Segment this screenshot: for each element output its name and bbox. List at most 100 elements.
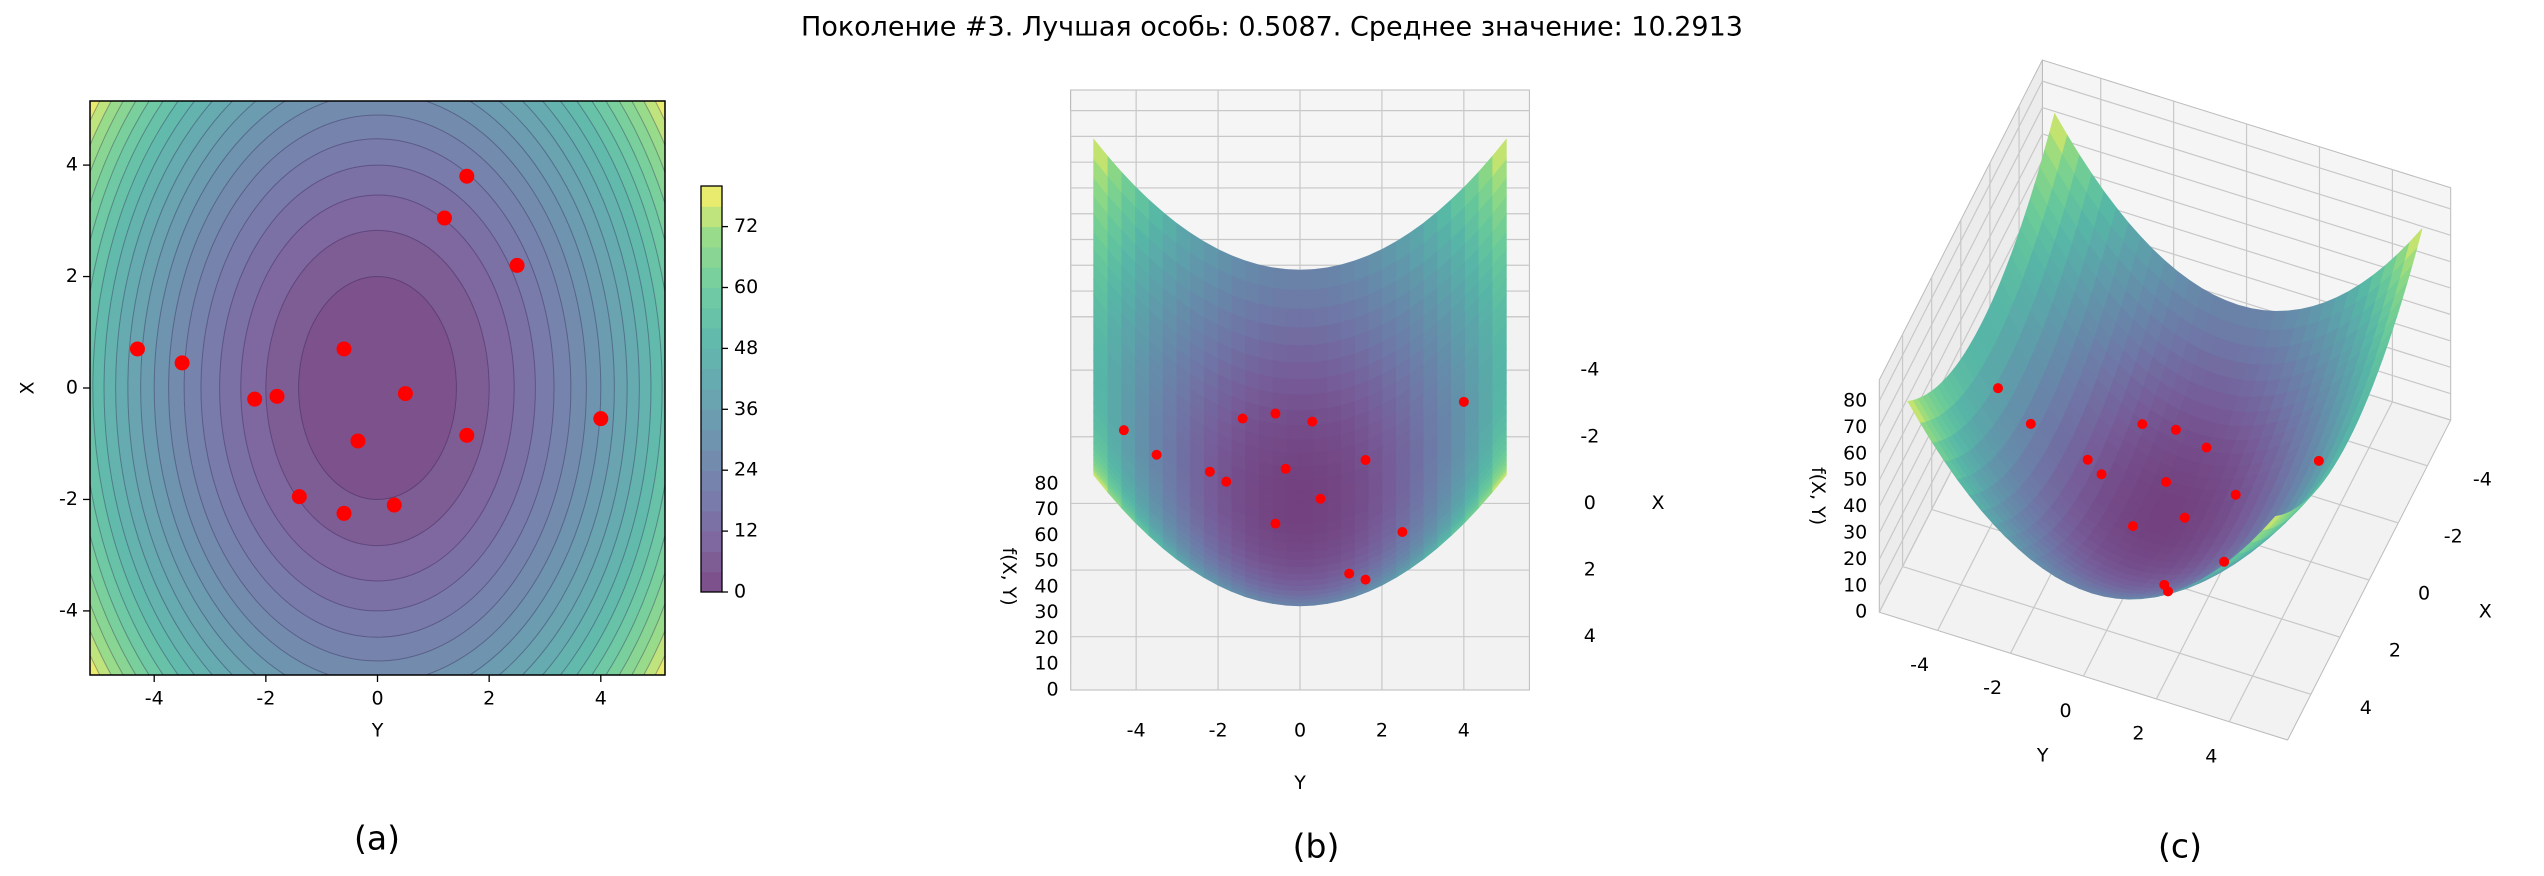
z-tick-label: 10	[1034, 653, 1058, 675]
z-axis-label: f(X, Y)	[1807, 467, 1829, 525]
surface-patch	[1258, 339, 1273, 361]
point	[593, 411, 609, 427]
surface-patch	[1299, 439, 1315, 455]
point	[1237, 413, 1248, 424]
contour-plot	[90, 101, 665, 675]
y-axis-label: X	[2479, 600, 2492, 622]
surface-patch	[1285, 579, 1301, 587]
point	[1344, 568, 1355, 579]
point	[291, 489, 307, 505]
colorbar-tick-label: 12	[734, 520, 758, 542]
surface-patch	[1285, 602, 1301, 607]
surface-patch	[1285, 533, 1301, 544]
point	[2137, 419, 2148, 430]
point	[386, 497, 402, 513]
surface-patch	[1313, 437, 1328, 454]
contour-band	[298, 276, 457, 500]
surface-patch	[1093, 138, 1108, 177]
z-tick-label: 20	[1843, 548, 1867, 570]
z-tick-label: 60	[1034, 524, 1058, 546]
z-tick-label: 30	[1034, 601, 1058, 623]
x-tick-label: -2	[256, 688, 275, 710]
surface-patch	[1093, 471, 1108, 493]
surface-patch	[1272, 267, 1287, 290]
surface-patch	[1285, 344, 1301, 363]
surface-patch	[1299, 288, 1315, 310]
z-tick-label: 0	[1047, 679, 1059, 701]
surface-patch	[1272, 342, 1287, 363]
surface-patch	[1492, 471, 1507, 493]
point	[2127, 521, 2138, 532]
surface-patch	[1285, 490, 1301, 504]
point	[2096, 469, 2107, 480]
colorbar-band	[701, 267, 722, 288]
y-tick-label: -4	[1580, 359, 1599, 381]
surface-patch	[1327, 321, 1342, 344]
colorbar-band	[701, 246, 722, 268]
grid-line	[1878, 107, 2043, 428]
point	[1993, 383, 2004, 394]
y-tick-label: -2	[59, 488, 78, 510]
x-tick-label: 4	[2205, 745, 2217, 767]
surface-patch	[1313, 423, 1328, 440]
z-axis-label: f(X, Y)	[998, 547, 1020, 605]
point	[1221, 476, 1232, 487]
surface-patch	[1299, 579, 1315, 587]
surface-patch	[1285, 478, 1301, 493]
point	[1397, 527, 1408, 538]
colorbar-band	[701, 307, 722, 329]
point	[459, 427, 475, 443]
surface-patch	[1285, 378, 1301, 396]
surface-patch	[1299, 490, 1315, 504]
point	[1151, 449, 1162, 460]
surface-patch	[1492, 138, 1507, 177]
point	[247, 391, 263, 407]
surface-patch	[1285, 566, 1301, 575]
z-tick-label: 50	[1034, 550, 1058, 572]
surface-patch	[1285, 361, 1301, 380]
surface-patch	[1272, 306, 1287, 327]
surface-patch	[1258, 373, 1273, 394]
point	[336, 341, 352, 357]
surface-patch	[1285, 551, 1301, 561]
grid-line	[1878, 186, 2043, 507]
colorbar-band	[701, 389, 722, 410]
surface-patch	[1285, 326, 1301, 346]
z-tick-label: 10	[1843, 574, 1867, 596]
point	[350, 433, 366, 449]
x-tick-label: 0	[1294, 720, 1306, 742]
surface-patch	[1299, 551, 1315, 561]
x-tick-label: -4	[1910, 654, 1929, 676]
surface-patch	[1327, 339, 1342, 361]
point	[1360, 574, 1371, 585]
point	[2170, 424, 2181, 435]
y-tick-label: 0	[1584, 492, 1596, 514]
point	[509, 257, 525, 273]
point	[1118, 425, 1129, 436]
y-tick-label: 0	[2418, 583, 2430, 605]
point	[2230, 489, 2241, 500]
colorbar-band	[701, 186, 722, 207]
z-tick-label: 70	[1843, 416, 1867, 438]
y-axis-label: X	[17, 381, 39, 394]
point	[2219, 556, 2230, 567]
y-tick-label: 2	[2389, 640, 2401, 662]
point	[2313, 455, 2324, 466]
point	[1204, 466, 1215, 477]
surface-patch	[1327, 284, 1342, 307]
point	[2162, 586, 2173, 597]
surface-patch	[1299, 602, 1315, 607]
surface-patch	[1313, 324, 1328, 345]
surface-patch	[1313, 286, 1328, 309]
point	[129, 341, 145, 357]
surface-patch	[1285, 269, 1301, 290]
colorbar-tick-label: 48	[734, 337, 758, 359]
surface-patch	[1299, 344, 1315, 363]
surface-patch	[1272, 477, 1287, 492]
surface-patch	[2262, 515, 2282, 531]
point	[1458, 396, 1469, 407]
surface-patch	[1299, 542, 1315, 553]
colorbar-frame	[700, 185, 723, 593]
x-tick-label: 4	[595, 688, 607, 710]
y-axis-label: X	[1652, 492, 1665, 514]
